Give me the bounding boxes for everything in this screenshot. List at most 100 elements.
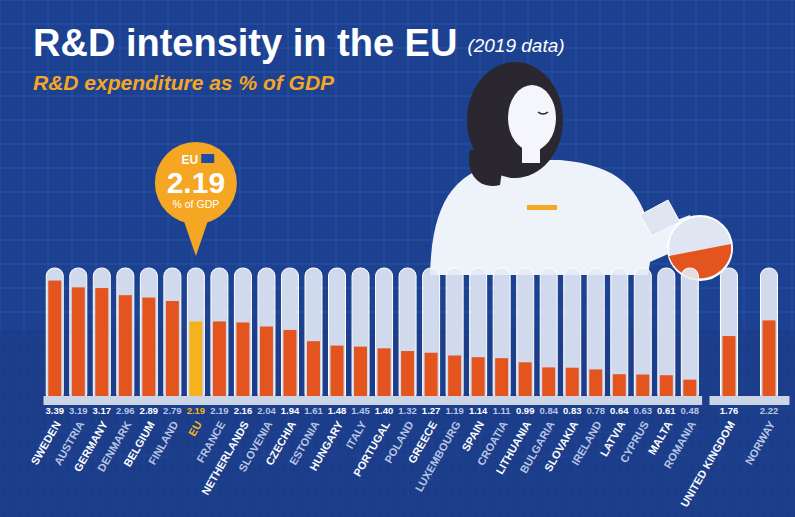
data-label: 0.78 — [587, 405, 606, 416]
tick: PORTUGAL — [351, 419, 392, 479]
axis-line — [44, 396, 703, 405]
tick: LUXEMBOURG — [413, 419, 463, 494]
data-label: 1.45 — [351, 405, 370, 416]
hair — [469, 150, 505, 186]
data-label: 0.83 — [563, 405, 582, 416]
tick-label: PORTUGAL — [351, 419, 392, 479]
bar — [660, 375, 673, 396]
data-label: 2.19 — [210, 405, 229, 416]
bar — [589, 369, 602, 396]
tube — [399, 268, 416, 402]
tube — [376, 268, 393, 402]
tubes — [46, 268, 777, 402]
data-label: 1.40 — [375, 405, 394, 416]
axis-line — [710, 396, 790, 405]
data-labels: 3.393.193.172.962.892.792.192.192.162.04… — [46, 405, 779, 416]
bar — [354, 347, 367, 396]
bar — [72, 287, 85, 396]
tick-label: NORWAY — [743, 418, 778, 466]
data-label: 1.94 — [281, 405, 300, 416]
tube — [46, 268, 63, 402]
background — [0, 0, 795, 517]
tube — [587, 268, 604, 402]
tick-label: IRELAND — [569, 419, 604, 467]
tick: HUNGARY — [307, 418, 345, 472]
tube — [70, 268, 87, 402]
data-label: 3.17 — [93, 405, 112, 416]
tube — [761, 268, 778, 402]
bar — [378, 348, 391, 396]
tick: FINLAND — [146, 419, 181, 467]
background-grid-line — [0, 96, 795, 97]
background-grid-line — [0, 0, 795, 1]
data-label: 2.96 — [116, 405, 135, 416]
tick: CYPRUS — [618, 419, 651, 465]
data-label: 0.64 — [610, 405, 629, 416]
background-grid-line — [0, 120, 795, 121]
bar — [495, 358, 508, 396]
data-label: 3.39 — [46, 405, 65, 416]
data-label: 2.16 — [234, 405, 253, 416]
tube — [93, 268, 110, 402]
data-label: 1.27 — [422, 405, 441, 416]
data-label: 1.48 — [328, 405, 347, 416]
bar — [213, 321, 226, 396]
tube — [517, 268, 534, 402]
neck — [522, 145, 540, 163]
bar — [683, 380, 696, 396]
bar — [448, 355, 461, 396]
data-label: 0.99 — [516, 405, 535, 416]
tube — [140, 268, 157, 402]
data-label: 0.48 — [681, 405, 700, 416]
background-grid-line — [0, 192, 795, 193]
tube — [281, 268, 298, 402]
callout-text: % of GDP — [173, 198, 220, 210]
data-label: 0.61 — [657, 405, 676, 416]
face — [508, 85, 556, 151]
bar — [119, 295, 132, 396]
title: R&D intensity in the EU — [33, 22, 457, 64]
tick-label: ROMANIA — [661, 419, 698, 471]
callout-bubble — [155, 142, 237, 224]
tick: IRELAND — [569, 419, 604, 467]
tube — [329, 268, 346, 402]
tick: UNITED KINGDOM — [678, 419, 737, 509]
data-label: 0.84 — [539, 405, 558, 416]
bar — [472, 357, 485, 396]
data-label: 2.04 — [257, 405, 276, 416]
bar — [401, 351, 414, 396]
bar — [542, 367, 555, 396]
tick-label: CYPRUS — [618, 419, 651, 465]
bar — [48, 281, 61, 396]
data-label: 0.63 — [634, 405, 653, 416]
tube — [234, 268, 251, 402]
bar — [260, 327, 273, 396]
bar — [142, 298, 155, 396]
background-grid — [0, 0, 795, 517]
illustration — [430, 62, 732, 280]
chart: SWEDENAUSTRIAGERMANYDENMARKBELGIUMFINLAN… — [0, 0, 795, 517]
data-label: 2.79 — [163, 405, 182, 416]
tube — [681, 268, 698, 402]
data-label: 1.19 — [445, 405, 464, 416]
bar — [566, 368, 579, 396]
data-label: 1.61 — [304, 405, 323, 416]
bar — [166, 301, 179, 396]
tick: EU — [186, 419, 204, 438]
bar — [723, 336, 736, 396]
bar — [613, 374, 626, 396]
tube — [493, 268, 510, 402]
coat-badge — [527, 205, 557, 210]
tube — [211, 268, 228, 402]
tick-label: EU — [186, 419, 204, 438]
lab-coat — [430, 160, 700, 275]
data-label: 2.89 — [140, 405, 159, 416]
bar — [331, 346, 344, 396]
bar — [763, 320, 776, 396]
bar — [236, 322, 249, 396]
tick: NORWAY — [743, 418, 778, 466]
tube — [540, 268, 557, 402]
data-label: 2.19 — [187, 405, 206, 416]
tube — [446, 268, 463, 402]
tick-label: LUXEMBOURG — [413, 419, 463, 494]
